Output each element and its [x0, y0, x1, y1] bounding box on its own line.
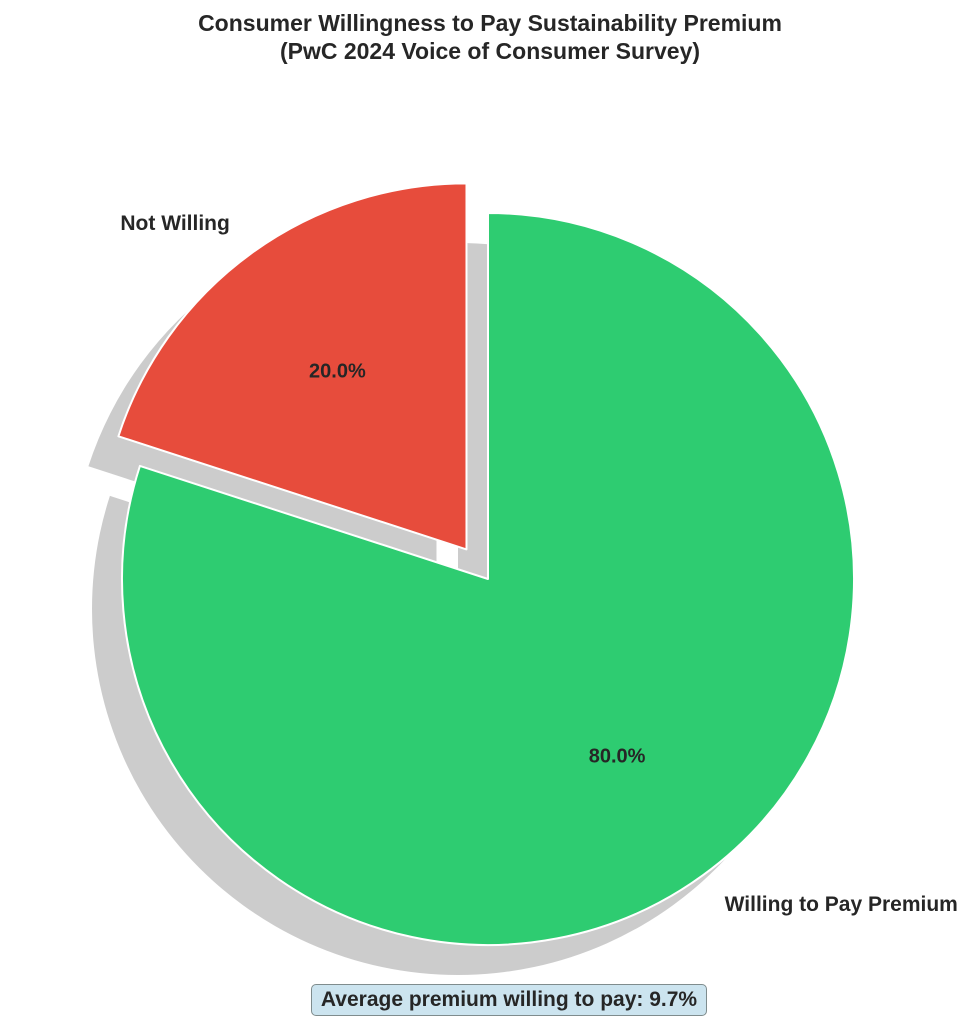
chart-title-line-2: (PwC 2024 Voice of Consumer Survey): [279, 38, 701, 64]
slice-label-not-willing: Not Willing: [120, 212, 229, 235]
slice-layer: [117, 182, 855, 946]
pct-label-not-willing: 20.0%: [309, 361, 366, 383]
annotation-box: Average premium willing to pay: 9.7%: [311, 984, 707, 1016]
pie-slice-not-willing: [117, 182, 468, 551]
pct-label-willing-to-pay-premium: 80.0%: [589, 746, 646, 768]
pie-slice-willing-to-pay-premium: [121, 212, 855, 946]
slice-label-willing-to-pay-premium: Willing to Pay Premium: [725, 893, 958, 916]
label-layer: 80.0% Willing to Pay Premium 20.0% Not Will…: [120, 212, 957, 916]
chart-title-line-1: Consumer Willingness to Pay Sustainabili…: [198, 10, 782, 36]
